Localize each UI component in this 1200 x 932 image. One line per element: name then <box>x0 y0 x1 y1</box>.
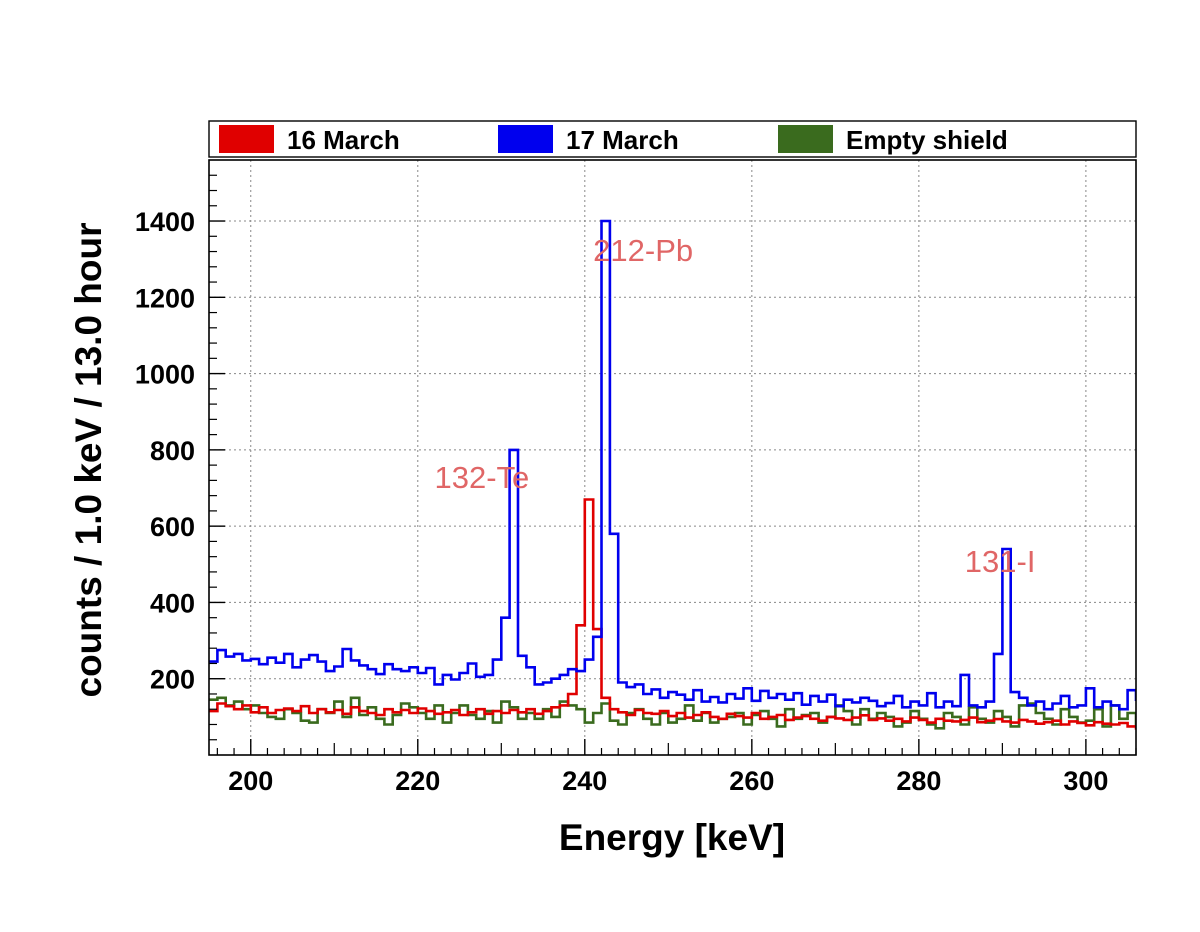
series-17-march <box>209 219 1136 711</box>
annotations: 132-Te 212-Pb 131-I <box>434 233 1035 579</box>
series-empty-shield <box>209 696 1136 730</box>
x-tick-label: 220 <box>395 766 440 796</box>
x-tick-label: 260 <box>729 766 774 796</box>
x-axis-title: Energy [keV] <box>559 817 785 858</box>
series-16-march <box>209 498 1136 730</box>
legend-swatch <box>778 125 833 153</box>
y-tick-label: 400 <box>150 588 195 618</box>
series-layer <box>209 219 1136 730</box>
legend-label: 16 March <box>287 125 400 155</box>
y-tick-label: 1200 <box>135 283 195 313</box>
x-tick-label: 240 <box>562 766 607 796</box>
legend-swatch <box>219 125 274 153</box>
x-tick-label: 200 <box>228 766 273 796</box>
y-tick-label: 600 <box>150 512 195 542</box>
y-tick-label: 1000 <box>135 360 195 390</box>
grid <box>209 160 1136 755</box>
peak-annotation: 132-Te <box>434 460 529 495</box>
y-tick-label: 1400 <box>135 207 195 237</box>
x-tick-label: 280 <box>896 766 941 796</box>
legend-label: Empty shield <box>846 125 1008 155</box>
y-tick-label: 800 <box>150 436 195 466</box>
legend-swatch <box>498 125 553 153</box>
peak-annotation: 131-I <box>965 544 1036 579</box>
legend-box <box>208 120 1137 158</box>
axis-ticks <box>209 174 1137 755</box>
peak-annotation: 212-Pb <box>593 233 693 268</box>
axis-tick-labels: 200 220 240 260 280 300 200 400 600 800 1000 1200 14… <box>135 207 1109 796</box>
x-tick-label: 300 <box>1063 766 1108 796</box>
plot-frame <box>208 159 1137 756</box>
legend-label: 17 March <box>566 125 679 155</box>
y-tick-label: 200 <box>150 665 195 695</box>
y-axis-title: counts / 1.0 keV / 13.0 hour <box>68 222 109 697</box>
legend: 16 March 17 March Empty shield <box>208 120 1137 158</box>
